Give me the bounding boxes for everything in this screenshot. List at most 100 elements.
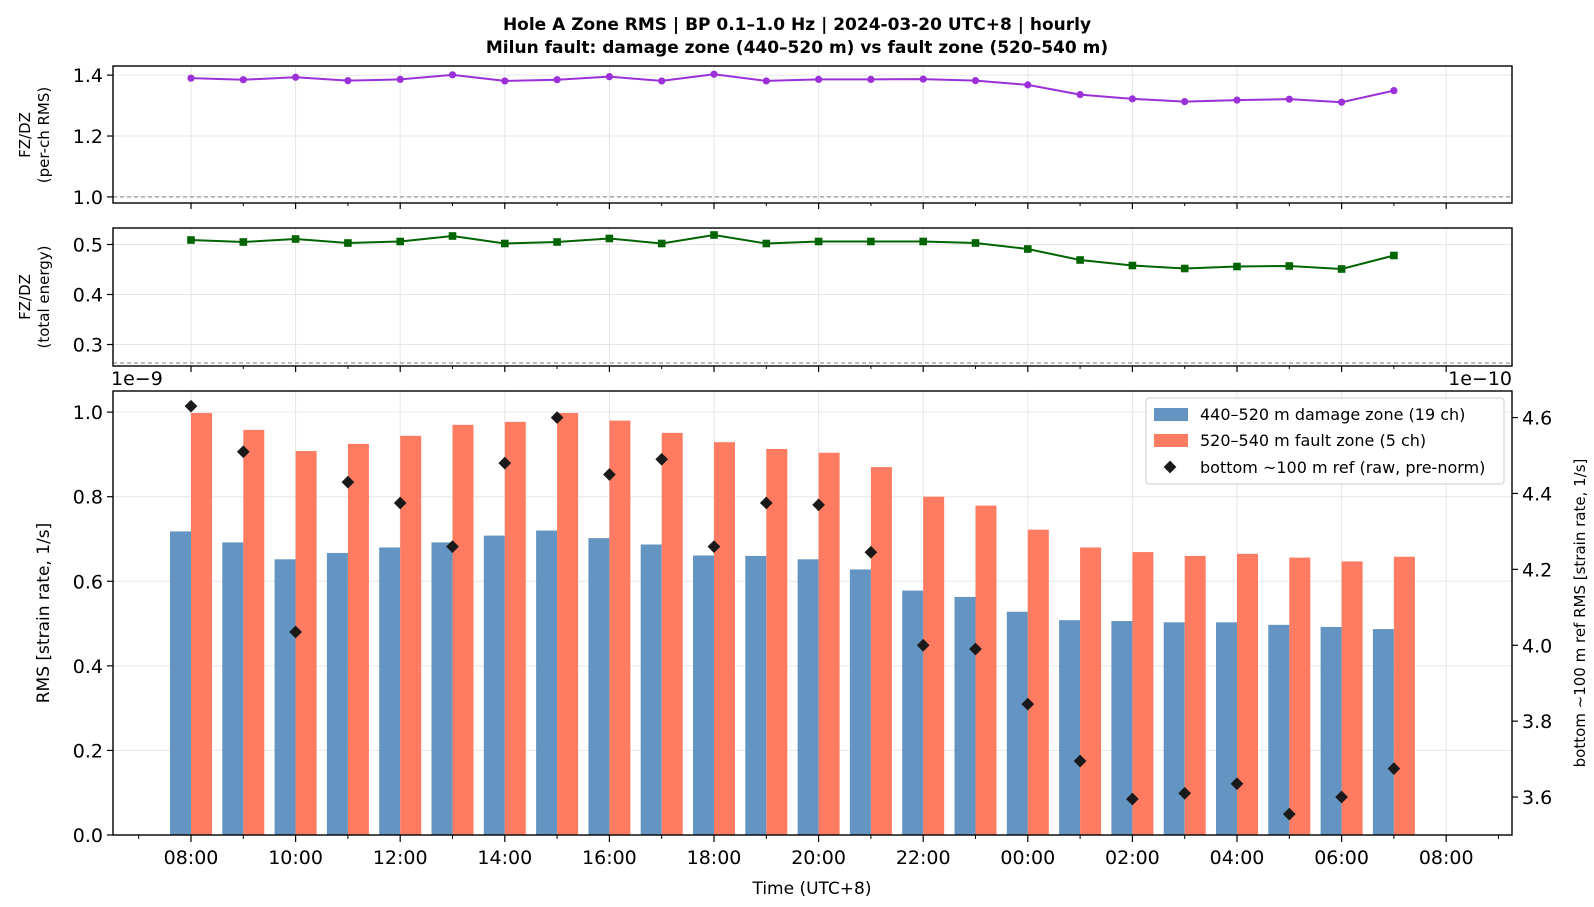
data-point: [187, 236, 195, 244]
x-tick-label: 08:00: [164, 847, 219, 869]
data-point: [867, 237, 875, 246]
ratio-energy-ylabel-line1: FZ/DZ: [16, 274, 34, 320]
ratio-energy-y-axis: 0.3 0.4 0.5: [73, 235, 113, 357]
y-tick-label: 0.3: [73, 335, 103, 357]
ratio-rms-panel: 1.0 1.2 1.4 FZ/DZ (per-ch RMS): [16, 65, 1513, 209]
bar-fault-zone: [243, 429, 265, 835]
bar-fault-zone: [1289, 557, 1311, 835]
reference-marker: [236, 445, 250, 459]
offset-left-label: 1e−9: [111, 368, 163, 390]
x-tick-label: 12:00: [373, 847, 428, 869]
data-point: [187, 74, 195, 82]
bar-fault-zone: [557, 412, 579, 835]
bar-fault-zone: [1393, 556, 1415, 835]
reference-marker: [498, 456, 512, 470]
data-point: [919, 237, 927, 246]
ratio-energy-x-ticks: [190, 366, 1447, 372]
bar-fault-zone: [818, 452, 840, 835]
bar-damage-zone: [1320, 626, 1342, 835]
data-point: [710, 70, 718, 78]
y-tick-label: 1.2: [73, 126, 103, 148]
chart-title-line1: Hole A Zone RMS | BP 0.1–1.0 Hz | 2024-0…: [503, 15, 1091, 35]
data-point: [1128, 95, 1136, 103]
x-tick-label: 16:00: [582, 847, 637, 869]
bar-fault-zone: [1080, 547, 1102, 835]
bar-fault-zone: [923, 496, 945, 835]
data-point: [501, 239, 509, 248]
bar-damage-zone: [849, 569, 871, 835]
y-tick-label: 0.5: [73, 235, 103, 257]
bar-damage-zone: [222, 542, 244, 835]
ratio-energy-series: [187, 231, 1398, 273]
data-point: [658, 77, 666, 85]
y-tick-label: 1.0: [73, 402, 103, 424]
reference-marker: [1021, 697, 1035, 711]
ratio-rms-series: [187, 70, 1398, 106]
bar-damage-zone: [902, 590, 924, 835]
bar-fault-zone: [714, 442, 735, 835]
series-line: [190, 73, 1395, 104]
data-point: [291, 235, 300, 243]
zone-rms-bars: [170, 412, 1415, 835]
data-point: [396, 237, 404, 246]
data-point: [815, 75, 823, 83]
reference-marker: [393, 496, 407, 510]
data-point: [553, 76, 561, 84]
data-point: [1024, 81, 1032, 89]
x-tick-label: 18:00: [687, 847, 742, 869]
bar-fault-zone: [1184, 555, 1206, 835]
data-point: [1390, 87, 1398, 95]
data-point: [605, 234, 614, 243]
bar-fault-zone: [400, 435, 422, 835]
ratio-energy-panel: 0.3 0.4 0.5 FZ/DZ (total energy): [16, 227, 1513, 372]
reference-marker: [184, 399, 198, 413]
bar-fault-zone: [870, 467, 892, 835]
bar-damage-zone: [170, 531, 191, 835]
legend-label-reference: bottom ~100 m ref (raw, pre-norm): [1200, 458, 1485, 477]
data-point: [344, 239, 352, 247]
ratio-energy-ylabel-line2: (total energy): [35, 245, 53, 348]
bar-damage-zone: [1059, 620, 1081, 835]
data-point: [344, 77, 352, 85]
y-right-tick-label: 3.8: [1522, 711, 1552, 733]
bar-damage-zone: [954, 596, 976, 835]
bar-damage-zone: [693, 555, 714, 835]
data-point: [1285, 262, 1294, 270]
bar-fault-zone: [661, 432, 683, 835]
y-tick-label: 0.4: [73, 656, 103, 678]
x-axis-label: Time (UTC+8): [751, 879, 871, 899]
y-right-tick-label: 4.0: [1522, 635, 1552, 657]
bar-damage-zone: [326, 552, 348, 835]
bar-fault-zone: [1132, 552, 1154, 835]
zone-rms-frame: [112, 390, 1513, 836]
bar-fault-zone: [191, 412, 212, 835]
data-point: [919, 75, 927, 83]
y-right-tick-label: 4.6: [1522, 408, 1552, 430]
y-tick-label: 1.4: [73, 65, 103, 87]
series-line: [190, 233, 1395, 271]
y-tick-label: 0.6: [73, 571, 103, 593]
x-tick-label: 22:00: [896, 847, 951, 869]
data-point: [1181, 98, 1189, 106]
data-point: [1024, 245, 1032, 253]
ratio-rms-ylabel-line1: FZ/DZ: [16, 112, 34, 158]
legend-swatch-damage-zone: [1154, 408, 1188, 421]
data-point: [1076, 91, 1084, 99]
ratio-rms-frame: [112, 65, 1513, 204]
y-tick-label: 0.4: [73, 285, 103, 307]
data-point: [1233, 96, 1241, 104]
bar-damage-zone: [1163, 622, 1185, 835]
y-axis-label-left: RMS [strain rate, 1/s]: [34, 523, 54, 704]
bar-damage-zone: [1268, 624, 1290, 835]
data-point: [239, 76, 247, 84]
zone-rms-x-axis: 08:00 10:00 12:00 14:00 16:00 18:00 20:00 22:00…: [138, 835, 1499, 869]
data-point: [762, 239, 771, 248]
chart-title-line2: Milun fault: damage zone (440–520 m) vs …: [486, 38, 1108, 58]
legend-label-fault-zone: 520–540 m fault zone (5 ch): [1200, 431, 1426, 450]
bar-fault-zone: [452, 424, 474, 835]
x-tick-label: 06:00: [1314, 847, 1369, 869]
ratio-rms-grid: [113, 66, 1512, 203]
x-tick-label: 04:00: [1210, 847, 1265, 869]
bar-fault-zone: [1341, 561, 1363, 835]
